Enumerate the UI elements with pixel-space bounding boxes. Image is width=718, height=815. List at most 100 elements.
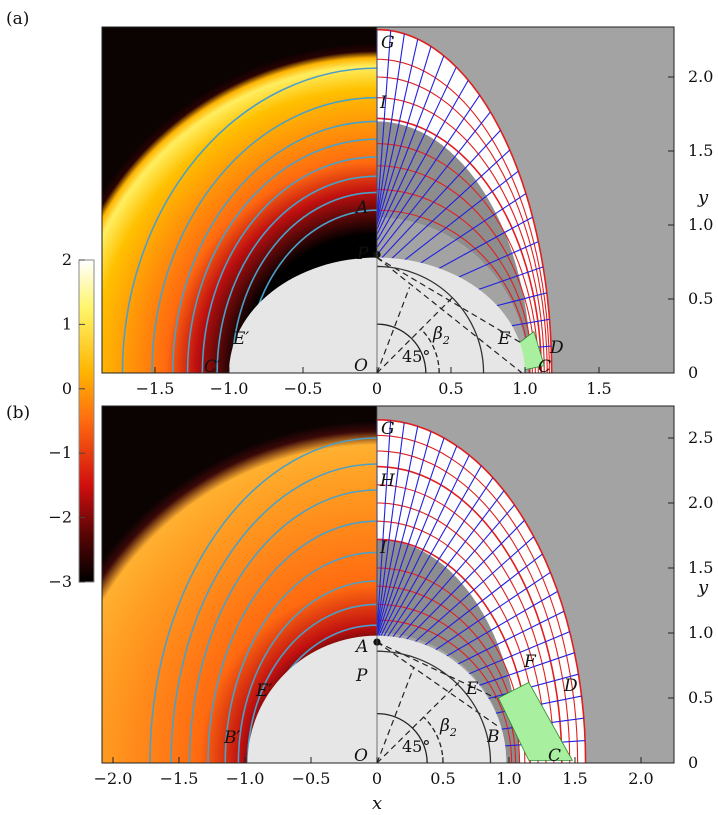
y-tick-label: 2.5 <box>688 428 713 447</box>
grid-radial-line <box>376 420 392 631</box>
panel-a-label: (a) <box>6 9 29 29</box>
angle-arc <box>376 323 427 373</box>
panel-b: −2.0 −1.5 −1.0 −0.5 0 0.5 1.0 1.5 2.0 0 0.5 1.0 1.5 2… <box>94 405 714 788</box>
contour-line <box>201 156 378 373</box>
colorbar-tick-label: 0 <box>62 379 72 398</box>
grid-circle-line <box>376 58 550 373</box>
colorbar-tick-label: 1 <box>62 314 72 333</box>
x-tick-label: 0.5 <box>438 379 463 398</box>
y-tick-label: 2.0 <box>688 67 713 86</box>
colorbar: 2 1 0 −1 −2 −3 <box>48 250 95 591</box>
panel-b-ylabel: y <box>697 577 709 598</box>
x-tick-label: 1.5 <box>562 769 587 788</box>
beta-label: β2 <box>439 716 457 739</box>
panel-a-frame <box>101 26 675 374</box>
grid-circle-line <box>376 619 513 763</box>
contour-line <box>171 120 378 373</box>
colorbar-tick-label: −1 <box>48 443 72 462</box>
dashed-line <box>376 666 415 763</box>
point-e-label: E <box>465 679 479 699</box>
point-o-label: O <box>354 356 368 376</box>
grid-radial-line <box>376 426 419 634</box>
grid-radial-line <box>376 445 458 641</box>
grid-radial-line <box>376 422 405 632</box>
grid-radial-line <box>376 55 445 230</box>
colorbar-ticks: 2 1 0 −1 −2 −3 <box>48 250 85 591</box>
grid-radial-line <box>376 465 482 649</box>
point-d-label: D <box>563 676 578 696</box>
panel-b-label: (b) <box>6 403 30 423</box>
grid-radial-line <box>376 30 392 219</box>
x-tick-label: 1.0 <box>496 769 521 788</box>
grid-radial-line <box>376 437 445 638</box>
x-tick-label: −1.5 <box>136 379 175 398</box>
grid-white-region <box>377 419 586 763</box>
grid-radial-line <box>376 39 419 223</box>
grid-radial-line <box>376 431 432 636</box>
point-p-label: P <box>355 666 368 686</box>
contour-line <box>237 580 378 763</box>
grid-circle-line <box>376 76 548 373</box>
colorbar-gradient <box>78 259 95 583</box>
panel-a-ylabel: y <box>697 187 709 208</box>
x-tick-label: −0.5 <box>284 379 323 398</box>
colorbar-tick-label: −3 <box>48 572 72 591</box>
point-o-label: O <box>354 746 368 766</box>
panel-a-grid <box>376 28 553 373</box>
panel-b-construction-lines <box>373 638 499 763</box>
x-tick-label: −0.5 <box>292 769 331 788</box>
dashed-line <box>376 641 497 699</box>
contour-line <box>224 551 378 763</box>
x-tick-label: 1.5 <box>586 379 611 398</box>
panel-b-frame <box>101 405 675 764</box>
grid-radial-line <box>376 33 405 220</box>
panel-a-contours <box>121 67 378 373</box>
point-i-label: I <box>379 93 387 113</box>
angle-45-label: 45° <box>402 737 430 756</box>
point-h-label: H <box>379 471 396 491</box>
point-e-label: E <box>497 329 511 349</box>
grid-radial-line <box>376 111 491 256</box>
y-tick-label: 2.0 <box>688 493 713 512</box>
panel-b-ticks: −2.0 −1.5 −1.0 −0.5 0 0.5 1.0 1.5 2.0 0 0.5 1.0 1.5 2… <box>94 428 714 788</box>
point-a-label: A <box>354 198 368 218</box>
point-i-label: I <box>379 538 387 558</box>
point-d-label: D <box>549 338 564 358</box>
dashed-line <box>376 286 411 373</box>
panel-a-point-labels: G I A P O E E′ C C′ D 45° β2 <box>204 33 564 377</box>
grid-radial-line <box>376 477 494 654</box>
point-c-prime-label: C′ <box>204 357 221 377</box>
grid-circle-line <box>376 165 536 373</box>
point-e-prime-label: E′ <box>232 329 249 349</box>
y-tick-label: 1.5 <box>688 141 713 160</box>
y-tick-label: 0 <box>688 753 698 772</box>
contour-line <box>188 489 378 763</box>
grid-inner-region <box>377 121 531 373</box>
grid-inner-region <box>377 539 520 763</box>
x-axis-label: x <box>372 793 382 814</box>
grid-radial-line <box>376 490 505 659</box>
colorbar-tick-label: −2 <box>48 508 72 527</box>
angle-45-label: 45° <box>402 347 430 366</box>
grid-radial-line <box>376 129 501 264</box>
grid-circle-line <box>376 97 545 373</box>
panel-a-ticks: −1.5 −1.0 −0.5 0 0.5 1.0 1.5 0 0.5 1.0 1.5 2.0 <box>136 67 714 398</box>
grid-radial-line <box>376 149 511 273</box>
contour-line <box>121 67 378 373</box>
beta-label: β2 <box>432 324 450 347</box>
y-tick-label: 0.5 <box>688 688 713 707</box>
contour-line <box>231 191 378 373</box>
grid-radial-line <box>376 46 432 226</box>
contour-line <box>170 463 378 763</box>
x-tick-label: 2.0 <box>628 769 653 788</box>
contour-line <box>216 175 378 373</box>
contour-line <box>149 437 378 763</box>
point-e-prime-label: E′ <box>255 681 272 701</box>
panel-b-green-region <box>497 681 574 761</box>
y-tick-label: 1.0 <box>688 623 713 642</box>
solid-arc <box>376 265 485 373</box>
point-c-label: C <box>538 357 551 377</box>
angle-arc <box>376 712 428 763</box>
point-p-label: P <box>356 244 369 264</box>
